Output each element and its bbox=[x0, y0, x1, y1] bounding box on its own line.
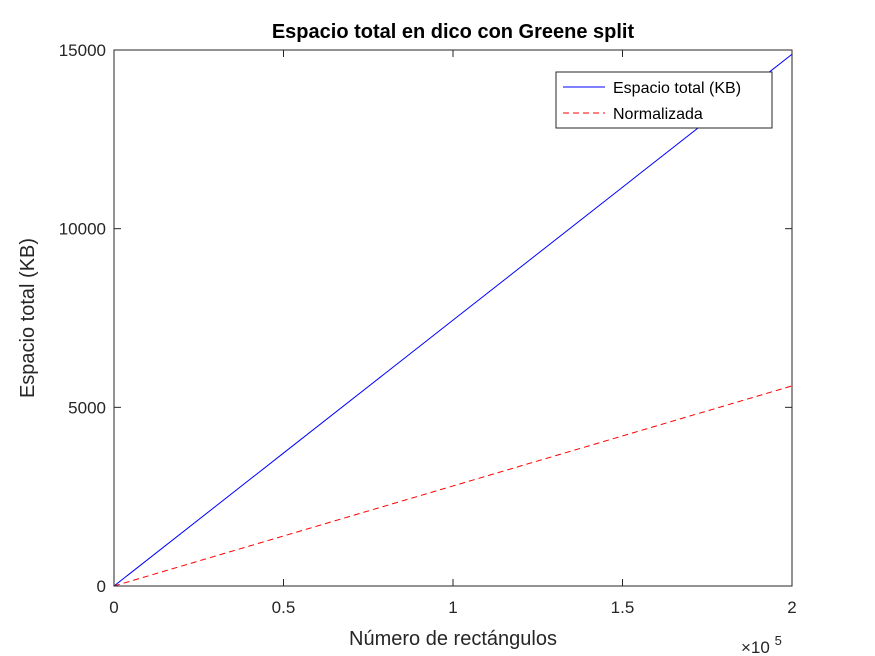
y-tick-label: 0 bbox=[97, 577, 106, 596]
series-line-1 bbox=[113, 53, 793, 587]
y-tick-label: 10000 bbox=[59, 220, 106, 239]
x-axis: 0 0.5 1 1.5 2 bbox=[109, 50, 797, 617]
plot-area bbox=[113, 49, 793, 587]
y-axis: 0 5000 10000 15000 bbox=[59, 41, 792, 596]
x-tick-label: 1.5 bbox=[611, 598, 635, 617]
x-axis-multiplier: ×10 5 bbox=[741, 633, 782, 656]
series-layer bbox=[113, 53, 793, 587]
x-multiplier-exponent: 5 bbox=[775, 633, 782, 648]
x-tick-label: 0 bbox=[109, 598, 118, 617]
x-tick-label: 1 bbox=[448, 598, 457, 617]
x-axis-label: Número de rectángulos bbox=[349, 628, 557, 650]
chart-title: Espacio total en dico con Greene split bbox=[272, 21, 635, 43]
y-tick-label: 5000 bbox=[68, 398, 106, 417]
x-tick-label: 0.5 bbox=[272, 598, 296, 617]
x-multiplier-base: ×10 bbox=[741, 638, 770, 656]
legend-entries: Espacio total (KB) Normalizada bbox=[563, 80, 741, 123]
series-line-2 bbox=[113, 385, 793, 587]
y-tick-label: 15000 bbox=[59, 41, 106, 60]
legend-label-2: Normalizada bbox=[613, 106, 703, 123]
legend: Espacio total (KB) Normalizada bbox=[555, 71, 773, 129]
y-axis-label: Espacio total (KB) bbox=[17, 238, 39, 398]
x-tick-label: 2 bbox=[787, 598, 796, 617]
legend-label-1: Espacio total (KB) bbox=[613, 80, 741, 97]
legend-box bbox=[555, 71, 773, 129]
